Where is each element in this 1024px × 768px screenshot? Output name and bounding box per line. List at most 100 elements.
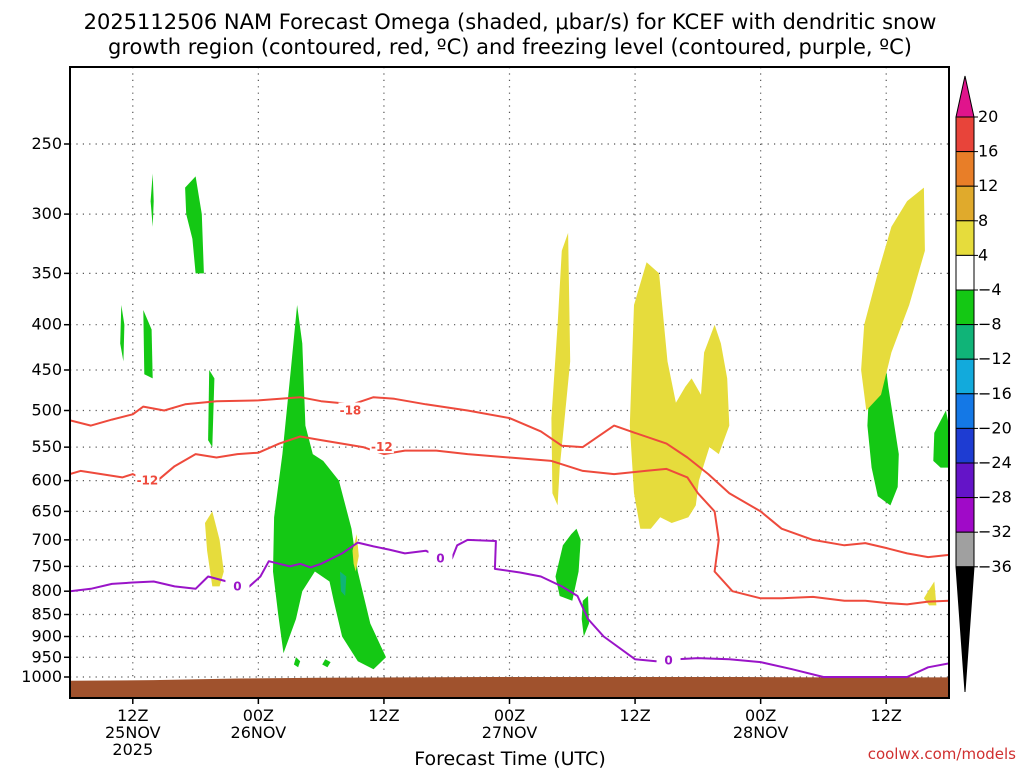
colorbar-bottom-arrow: [955, 566, 975, 693]
dendritic-contour-label-1: -18: [340, 404, 362, 418]
y-tick-label-900: 900: [31, 626, 62, 645]
freezing-level-label: 0: [233, 579, 241, 593]
freezing-level-label-2-bg: [428, 550, 453, 565]
x-axis-title: Forecast Time (UTC): [414, 748, 605, 768]
x-tick-date: 27NOV: [482, 723, 538, 742]
dendritic-contour-label-2-bg: [369, 439, 394, 454]
y-tick-label-650: 650: [31, 501, 62, 520]
colorbar-label: −12: [978, 349, 1012, 368]
y-tick-label-850: 850: [31, 605, 62, 624]
ground-fill: [70, 677, 949, 698]
x-tick-label: 12Z: [871, 706, 902, 725]
dendritic-contour-label-3-bg: [135, 472, 160, 487]
y-tick-label-950: 950: [31, 647, 62, 666]
x-tick-year: 2025: [112, 740, 153, 759]
y-tick-label-400: 400: [31, 315, 62, 334]
omega-sinking-area-18: [205, 511, 224, 587]
colorbar-label: −32: [978, 522, 1012, 541]
dendritic-contour-minus12-line: [70, 435, 949, 606]
x-tick-date: 26NOV: [231, 723, 287, 742]
source-credit: coolwx.com/models: [868, 745, 1016, 763]
colorbar-segment-6: [955, 289, 975, 326]
chart-title-line2: growth region (contoured, red, ºC) and f…: [108, 35, 912, 59]
omega-rising-area-3: [120, 305, 125, 362]
omega-sinking-area-14: [551, 232, 571, 506]
colorbar-segment-11: [955, 462, 975, 499]
colorbar-label: 8: [978, 211, 988, 230]
colorbar-segment-5: [955, 254, 975, 291]
omega-rising-area-9: [555, 528, 581, 601]
omega-sinking-area-17: [923, 581, 937, 606]
freezing-level-line: [70, 538, 949, 678]
omega-sinking-area-15: [629, 262, 730, 529]
omega-rising-area-4: [143, 310, 153, 379]
x-tick-label: 12Z: [368, 706, 399, 725]
y-tick-label-500: 500: [31, 401, 62, 420]
omega-colorbar: 20 16 12 8 4 −4 −8 −12 −16 −20 −24 −28 −32 −36: [955, 75, 1012, 693]
colorbar-segment-4: [955, 220, 975, 256]
omega-shading: [120, 173, 949, 670]
colorbar-label: 20: [978, 107, 998, 126]
colorbar-segment-12: [955, 497, 975, 533]
colorbar-segment-3: [955, 185, 975, 222]
colorbar-segment-2: [955, 151, 975, 187]
pressure-axis: 250 300 350 400 450 500 550 600 650 700 750 800 850 9…: [21, 134, 70, 686]
freezing-level-label-2: 0: [436, 552, 444, 566]
dendritic-contour-label-3: -12: [137, 474, 159, 488]
omega-rising-area-7: [293, 657, 301, 668]
colorbar-segment-1: [955, 116, 975, 153]
omega-rising-area-12: [933, 410, 949, 468]
omega-sinking-area-16: [861, 187, 925, 411]
colorbar-label: −36: [978, 557, 1012, 576]
y-tick-label-800: 800: [31, 581, 62, 600]
plot-frame: [69, 66, 950, 699]
colorbar-label: 16: [978, 142, 998, 161]
colorbar-label: −16: [978, 384, 1012, 403]
colorbar-segment-8: [955, 358, 975, 395]
x-tick-date: 25NOV: [105, 723, 161, 742]
colorbar-label: −4: [978, 280, 1002, 299]
x-tick-label: 00Z: [494, 706, 525, 725]
colorbar-label: −20: [978, 418, 1012, 437]
dendritic-contour-label-2: -12: [371, 440, 393, 454]
dendritic-contour-minus18-line: [70, 396, 949, 559]
dendritic-contour-label-1-bg: [338, 402, 363, 417]
y-tick-label-600: 600: [31, 471, 62, 490]
freezing-level-label-bg: [225, 578, 250, 593]
y-tick-label-450: 450: [31, 360, 62, 379]
omega-rising-area-2: [185, 176, 204, 274]
colorbar-label: 12: [978, 176, 998, 195]
plot-border: [69, 66, 950, 699]
x-tick-label: 12Z: [619, 706, 650, 725]
gridlines: [70, 67, 949, 698]
colorbar-label: 4: [978, 245, 988, 264]
freezing-level-label-3: 0: [664, 654, 672, 668]
ground-surface: [70, 677, 949, 698]
colorbar-segment-7: [955, 324, 975, 360]
x-tick-date: 28NOV: [733, 723, 789, 742]
y-tick-label-750: 750: [31, 556, 62, 575]
colorbar-label: −28: [978, 488, 1012, 507]
colorbar-segment-10: [955, 427, 975, 464]
y-tick-label-300: 300: [31, 204, 62, 223]
omega-rising-area-8: [322, 659, 331, 668]
contour-lines: -18 -12 -12 0 0 0: [70, 396, 949, 678]
y-tick-label-250: 250: [31, 134, 62, 153]
x-tick-label: 00Z: [745, 706, 776, 725]
omega-rising-area-10: [581, 596, 589, 637]
colorbar-segment-9: [955, 393, 975, 429]
y-tick-label-700: 700: [31, 530, 62, 549]
omega-rising-area-13: [340, 571, 347, 596]
omega-rising-area-6: [273, 305, 386, 670]
chart-title-line1: 2025112506 NAM Forecast Omega (shaded, μ…: [84, 10, 937, 34]
y-tick-label-1000: 1000: [21, 667, 62, 686]
colorbar-top-arrow: [955, 75, 975, 118]
omega-rising-area-5: [208, 370, 215, 448]
x-tick-label: 12Z: [117, 706, 148, 725]
y-tick-label-550: 550: [31, 437, 62, 456]
freezing-level-label-3-bg: [656, 652, 681, 667]
colorbar-segment-13: [955, 531, 975, 568]
y-tick-label-350: 350: [31, 263, 62, 282]
